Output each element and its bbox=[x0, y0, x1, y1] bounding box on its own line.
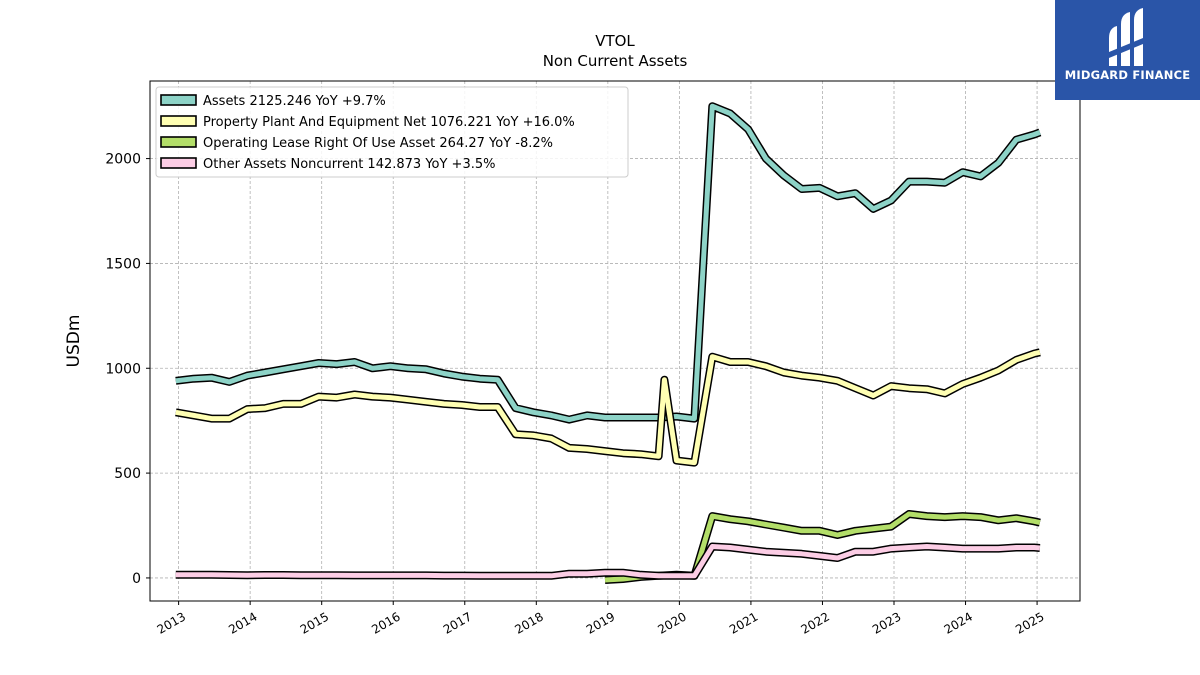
legend-swatch-2 bbox=[160, 136, 197, 148]
y-tick-label: 1000 bbox=[105, 361, 141, 377]
legend-swatch-3 bbox=[160, 157, 197, 169]
brand-mark-icon bbox=[1109, 8, 1143, 66]
brand-logo: MIDGARD FINANCE bbox=[1055, 0, 1200, 100]
chart-subtitle: Non Current Assets bbox=[542, 52, 688, 70]
legend: Assets 2125.246 YoY +9.7% Property Plant … bbox=[155, 86, 629, 178]
x-tick-label: 2020 bbox=[655, 609, 688, 636]
legend-label-0: Assets 2125.246 YoY +9.7% bbox=[203, 94, 386, 109]
legend-swatch-0 bbox=[160, 94, 197, 106]
legend-label-2: Operating Lease Right Of Use Asset 264.2… bbox=[203, 136, 553, 151]
plot-frame bbox=[149, 80, 1081, 602]
y-tick-label: 1500 bbox=[105, 256, 141, 272]
y-tick-label: 500 bbox=[114, 466, 141, 482]
x-tick-label: 2023 bbox=[870, 609, 903, 636]
x-tick-label: 2025 bbox=[1013, 609, 1046, 636]
x-tick-label: 2015 bbox=[298, 609, 331, 636]
series-line-0 bbox=[175, 103, 1041, 423]
x-tick-label: 2016 bbox=[369, 609, 402, 636]
x-tick-label: 2019 bbox=[584, 609, 617, 636]
x-tick-label: 2022 bbox=[799, 609, 832, 636]
series-line-1 bbox=[175, 349, 1041, 466]
x-tick-label: 2014 bbox=[226, 609, 259, 636]
legend-label-1: Property Plant And Equipment Net 1076.22… bbox=[203, 115, 575, 130]
series-line-3 bbox=[175, 544, 1041, 579]
axis-ticks: 2013 2014 2015 2016 2017 2018 2019 2020 2021 2022… bbox=[105, 152, 1046, 637]
x-tick-label: 2018 bbox=[512, 609, 545, 636]
legend-frame bbox=[155, 86, 629, 178]
y-axis-label: USDm bbox=[64, 315, 84, 368]
y-tick-label: 2000 bbox=[105, 152, 141, 168]
x-tick-label: 2021 bbox=[727, 609, 760, 636]
x-tick-label: 2024 bbox=[942, 609, 975, 636]
x-tick-label: 2017 bbox=[441, 609, 474, 636]
x-tick-label: 2013 bbox=[155, 609, 188, 636]
brand-name: MIDGARD FINANCE bbox=[1064, 68, 1191, 82]
chart-title: VTOL bbox=[595, 32, 635, 50]
legend-swatch-1 bbox=[160, 115, 197, 127]
series-lines bbox=[175, 102, 1042, 584]
y-tick-label: 0 bbox=[132, 571, 141, 587]
legend-label-3: Other Assets Noncurrent 142.873 YoY +3.5… bbox=[203, 157, 495, 172]
